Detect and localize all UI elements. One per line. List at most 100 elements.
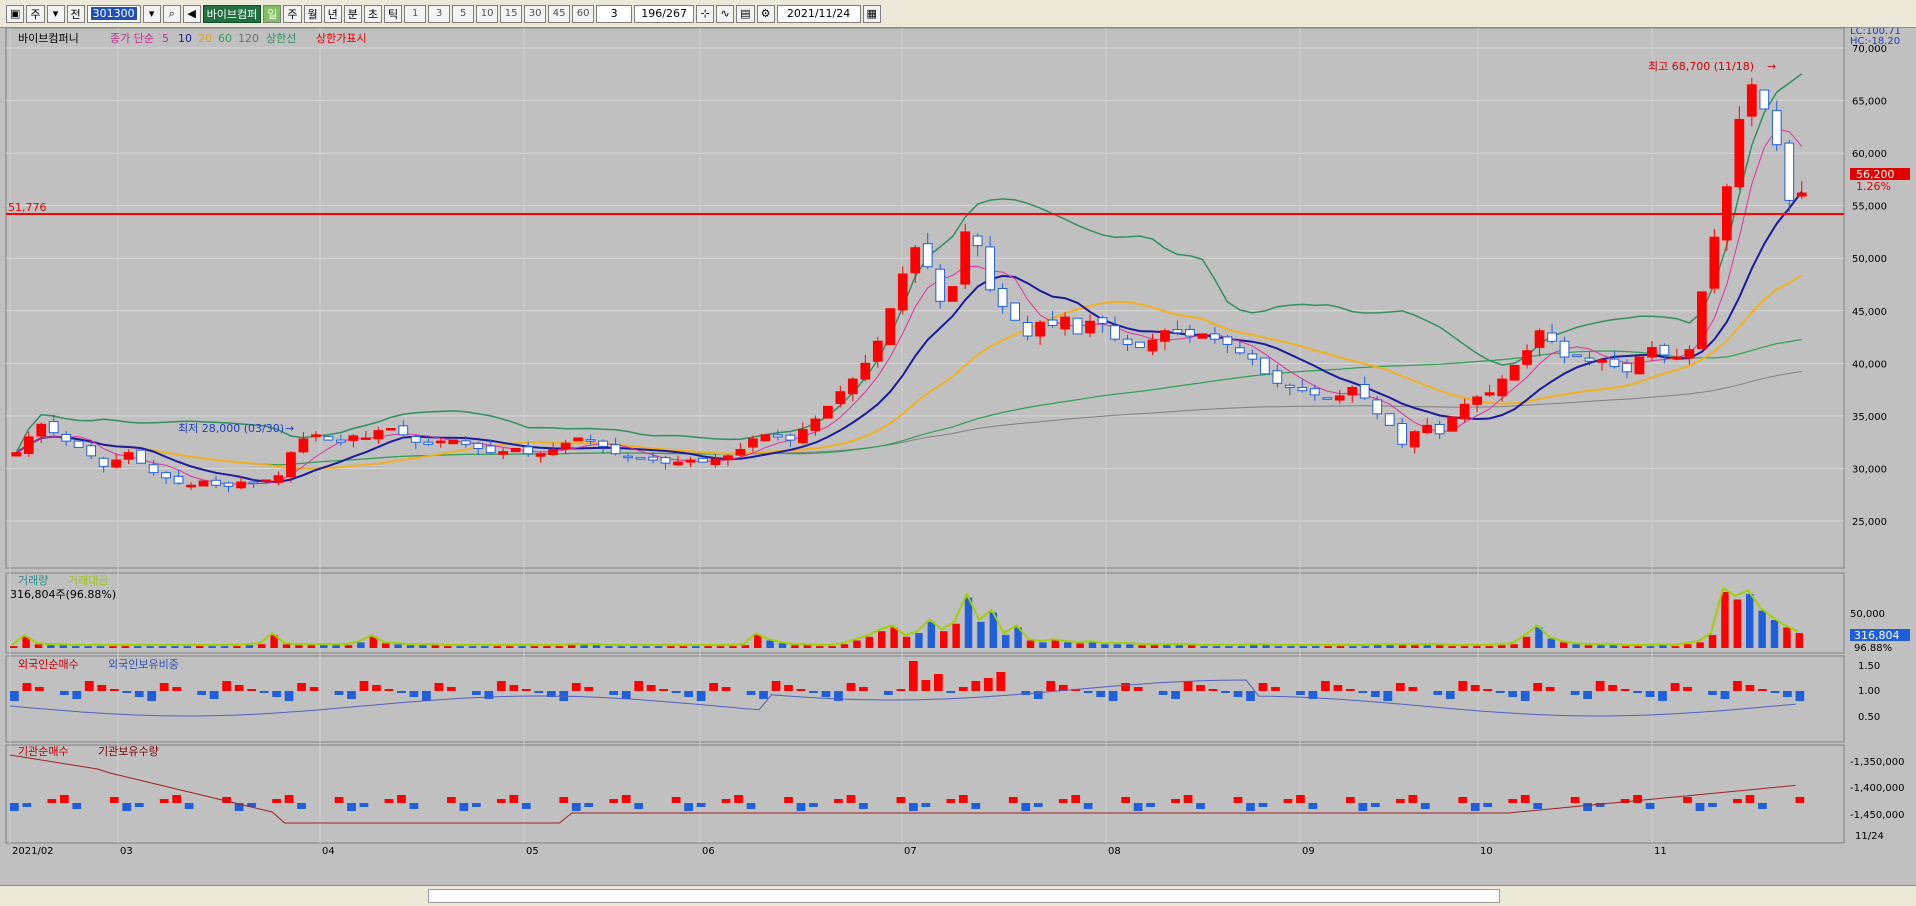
interval-60[interactable]: 60: [572, 4, 595, 23]
sound-icon[interactable]: ◀: [182, 4, 201, 23]
candle-body: [660, 457, 671, 464]
interval-15[interactable]: 15: [500, 4, 523, 23]
inst-bar: [634, 803, 644, 809]
layout-icon[interactable]: ▣: [6, 4, 25, 23]
inst-bar: [59, 795, 69, 803]
inst-bar: [1683, 797, 1692, 803]
inst-bar: [1645, 803, 1655, 809]
crosshair-icon[interactable]: ⊹: [696, 4, 715, 23]
volume-bar: [1733, 599, 1742, 648]
foreign-bar: [909, 661, 918, 691]
candle-body: [548, 449, 559, 456]
volume-bar: [1113, 644, 1122, 648]
inst-label1: 기관순매수: [18, 745, 69, 758]
horizontal-scrollbar[interactable]: [0, 885, 1916, 906]
volume-bar: [307, 645, 316, 648]
interval-input[interactable]: 3: [596, 4, 633, 23]
candle-body: [1696, 291, 1707, 350]
volume-bar: [1237, 646, 1246, 648]
period-year[interactable]: 년: [323, 4, 342, 23]
candle-body: [585, 439, 596, 442]
all-button[interactable]: 전: [66, 4, 85, 23]
code-input[interactable]: 301300: [86, 4, 141, 23]
period-day[interactable]: 일: [263, 4, 282, 23]
volume-bar: [692, 646, 700, 648]
volume-bar: [109, 646, 117, 648]
candle-body: [1322, 397, 1333, 400]
interval-1[interactable]: 1: [404, 4, 427, 23]
candle-body: [1147, 339, 1158, 352]
interval-3[interactable]: 3: [428, 4, 451, 23]
volume-bar: [394, 644, 402, 648]
scroll-thumb[interactable]: [428, 889, 1500, 903]
foreign-bar: [1271, 687, 1280, 691]
candle-body: [573, 437, 583, 442]
interval-10[interactable]: 10: [476, 4, 499, 23]
code-dropdown-icon[interactable]: ▾: [142, 4, 161, 23]
candle-body: [1547, 332, 1557, 342]
volume-bar: [865, 636, 874, 648]
period-tick[interactable]: 틱: [384, 4, 403, 23]
market-select[interactable]: 주: [26, 4, 45, 23]
candle-body: [1010, 302, 1021, 321]
period-second[interactable]: 초: [363, 4, 383, 23]
stock-name[interactable]: 바이브컴퍼: [202, 4, 262, 23]
inst-bar: [1470, 803, 1480, 811]
volume-bar: [1200, 646, 1208, 648]
gear-icon[interactable]: ⚙: [756, 4, 775, 23]
period-month[interactable]: 월: [303, 4, 322, 23]
foreign-bar: [859, 687, 868, 691]
inst-panel: [5, 744, 1845, 844]
candle-body: [885, 308, 896, 346]
volume-bar: [332, 645, 340, 648]
legend-ma-label: 종가 단순: [110, 32, 154, 45]
inst-bar: [946, 799, 956, 803]
volume-bar: [146, 646, 154, 648]
foreign-bar: [1296, 691, 1305, 695]
candle-body: [1784, 142, 1795, 201]
volume-bar: [34, 644, 43, 648]
y-tick-label: 70,000: [1852, 44, 1887, 55]
volume-bar: [1708, 634, 1717, 648]
date-input[interactable]: 2021/11/24: [776, 4, 861, 23]
search-icon[interactable]: ⌕: [162, 4, 181, 23]
candle-body: [947, 286, 958, 302]
foreign-bar: [284, 691, 294, 701]
inst-bar: [958, 795, 968, 803]
foreign-bar: [1520, 691, 1530, 701]
x-tick-label: 07: [904, 846, 917, 857]
inst-bar: [397, 795, 406, 803]
volume-bar: [989, 612, 998, 648]
candle-body: [760, 434, 771, 442]
chart-svg[interactable]: 70,000 65,000 60,000 55,000 50,000 45,000 40,0…: [0, 26, 1916, 857]
volume-bar: [766, 640, 774, 648]
candle-body: [1684, 349, 1695, 359]
period-week[interactable]: 주: [283, 4, 302, 23]
volume-bar: [121, 646, 130, 648]
inst-bar: [1708, 803, 1717, 807]
volume-bar: [1051, 640, 1060, 648]
count-input[interactable]: 196/267: [634, 4, 695, 23]
interval-45[interactable]: 45: [548, 4, 571, 23]
interval-30[interactable]: 30: [524, 4, 547, 23]
period-minute[interactable]: 분: [343, 4, 362, 23]
chart-area[interactable]: 70,000 65,000 60,000 55,000 50,000 45,000 40,0…: [0, 26, 1916, 906]
candle-body: [460, 440, 471, 445]
foreign-bar: [771, 681, 781, 691]
inst-bar: [1570, 797, 1580, 803]
trend-icon[interactable]: ∿: [716, 4, 735, 23]
candle-body: [1422, 424, 1433, 434]
candle-body: [1659, 344, 1670, 356]
foreign-bar: [197, 691, 207, 695]
calendar-icon[interactable]: ▦: [862, 4, 881, 23]
volume-bar: [1634, 646, 1642, 648]
save-icon[interactable]: ▤: [736, 4, 755, 23]
inst-bar: [1633, 795, 1642, 803]
candle-body: [1734, 118, 1745, 188]
foreign-bar: [172, 687, 182, 691]
chevron-down-icon[interactable]: ▾: [46, 4, 65, 23]
candle-body: [1509, 364, 1520, 381]
foreign-bar: [159, 683, 169, 691]
inst-bar: [22, 803, 32, 807]
interval-5[interactable]: 5: [452, 4, 475, 23]
